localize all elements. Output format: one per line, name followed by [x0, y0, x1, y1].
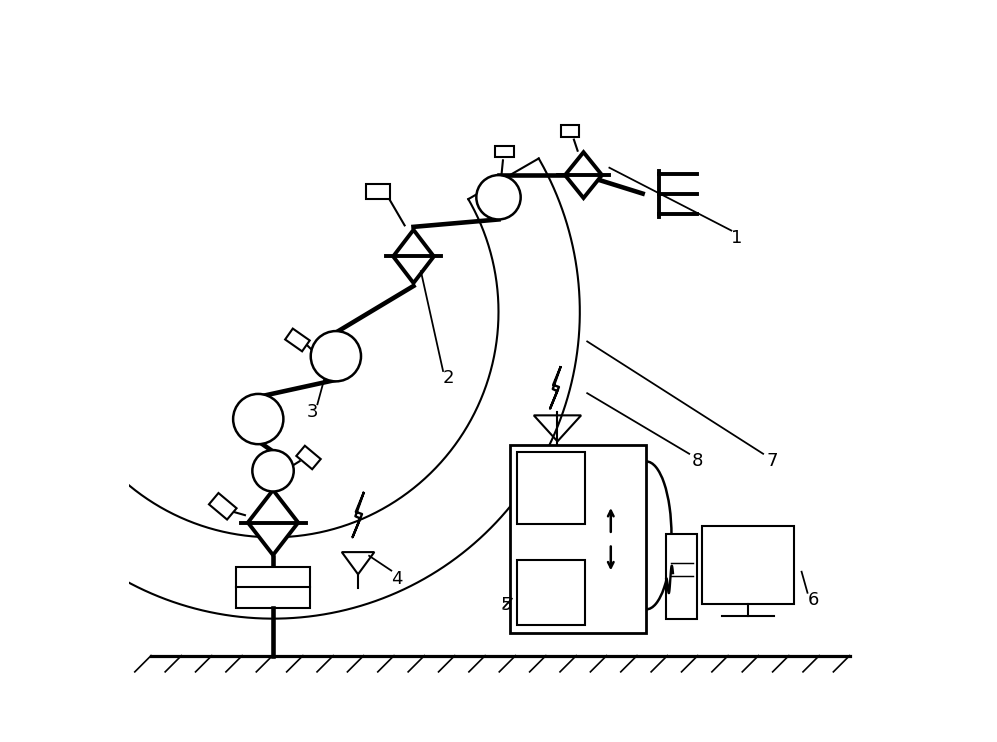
Polygon shape — [296, 446, 321, 469]
Polygon shape — [393, 230, 434, 283]
Text: 1: 1 — [731, 229, 742, 247]
Bar — [517, 560, 585, 625]
Bar — [509, 445, 646, 634]
Polygon shape — [565, 152, 602, 198]
Circle shape — [477, 175, 520, 220]
Bar — [666, 533, 697, 619]
Bar — [702, 526, 795, 604]
Polygon shape — [285, 329, 310, 352]
Bar — [236, 567, 310, 608]
Text: 4: 4 — [391, 571, 402, 588]
Polygon shape — [496, 145, 513, 157]
Polygon shape — [561, 125, 579, 137]
Text: 8: 8 — [692, 452, 703, 470]
Circle shape — [311, 331, 361, 381]
Polygon shape — [209, 493, 236, 519]
Polygon shape — [248, 490, 298, 555]
Text: 5: 5 — [500, 597, 511, 614]
Bar — [517, 453, 585, 524]
Circle shape — [252, 450, 294, 491]
Text: 7: 7 — [767, 452, 778, 470]
Circle shape — [233, 394, 283, 444]
Text: 3: 3 — [306, 403, 318, 421]
Text: 6: 6 — [808, 591, 820, 609]
Polygon shape — [366, 184, 390, 199]
Text: 2: 2 — [443, 370, 454, 387]
